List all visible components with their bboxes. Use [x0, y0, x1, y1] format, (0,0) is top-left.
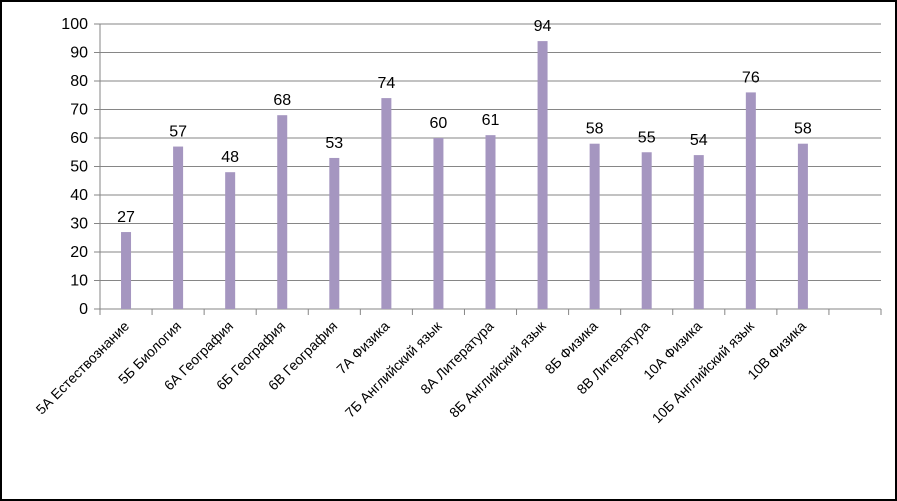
category-label: 10Б Английский язык — [649, 317, 758, 426]
bar — [589, 143, 600, 309]
y-tick-label: 80 — [70, 73, 88, 90]
data-label: 58 — [794, 121, 812, 138]
bar — [433, 138, 444, 309]
data-label: 94 — [534, 18, 552, 35]
data-label: 61 — [482, 112, 500, 129]
category-label: 5А Естествознание — [33, 318, 133, 418]
y-tick-label: 0 — [79, 301, 88, 318]
y-tick-label: 50 — [70, 159, 88, 176]
bar — [381, 98, 392, 309]
data-label: 54 — [690, 132, 708, 149]
y-tick-label: 60 — [70, 130, 88, 147]
y-tick-label: 10 — [70, 273, 88, 290]
bar — [745, 92, 756, 310]
y-tick-label: 70 — [70, 102, 88, 119]
bar — [797, 143, 808, 309]
y-tick-label: 30 — [70, 216, 88, 233]
bar — [277, 115, 288, 309]
data-label: 55 — [638, 129, 656, 146]
category-label: 7Б Английский язык — [342, 317, 445, 420]
data-label: 74 — [377, 75, 395, 92]
y-tick-label: 20 — [70, 244, 88, 261]
bar — [641, 152, 652, 309]
y-tick-label: 90 — [70, 45, 88, 62]
data-label: 48 — [221, 149, 239, 166]
data-label: 60 — [430, 115, 448, 132]
y-tick-label: 100 — [61, 16, 88, 33]
bar — [485, 135, 496, 309]
bar — [693, 155, 704, 309]
data-label: 76 — [742, 69, 760, 86]
data-label: 53 — [325, 135, 343, 152]
y-tick-label: 40 — [70, 187, 88, 204]
bar — [121, 232, 132, 309]
data-label: 27 — [117, 209, 135, 226]
bar — [329, 157, 340, 309]
data-label: 68 — [273, 92, 291, 109]
data-label: 57 — [169, 124, 187, 141]
bar — [225, 172, 236, 309]
category-label: 8Б Английский язык — [446, 317, 549, 420]
data-label: 58 — [586, 121, 604, 138]
bar — [173, 146, 184, 309]
bar — [537, 41, 548, 309]
